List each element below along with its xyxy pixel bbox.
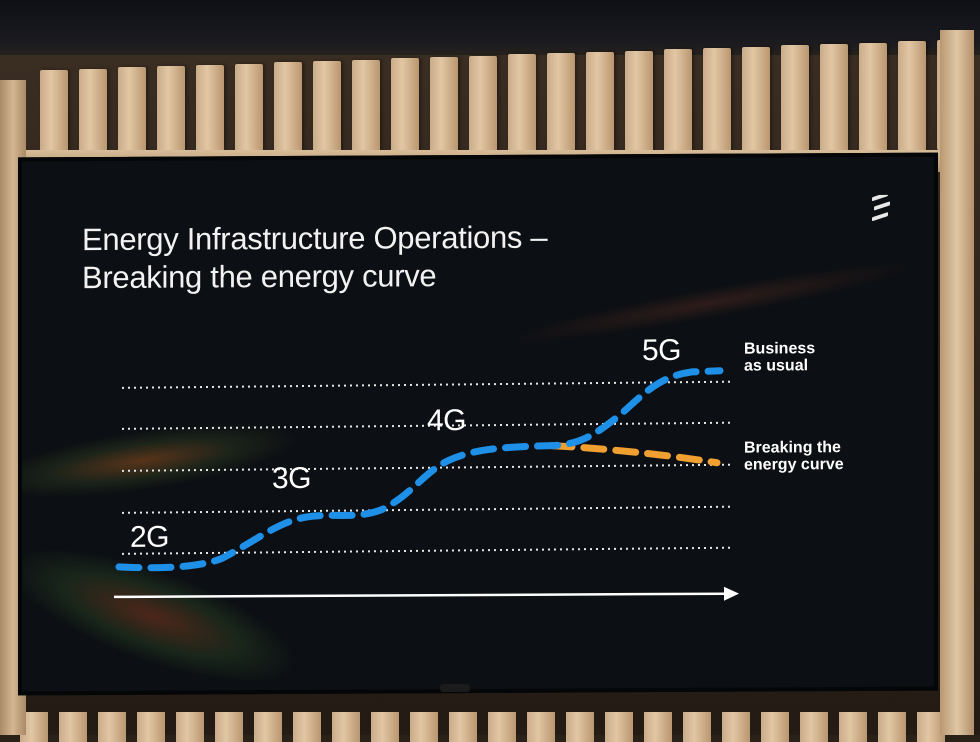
- presentation-screen: Energy Infrastructure Operations – Break…: [18, 152, 938, 696]
- energy-chart: [114, 367, 739, 601]
- ceiling: [0, 0, 980, 60]
- legend-breaking-line2: energy curve: [744, 456, 844, 474]
- grid-lines: [121, 380, 735, 555]
- wood-slat: [488, 712, 516, 742]
- wood-slat: [859, 42, 887, 153]
- wood-slat: [215, 712, 243, 742]
- wood-slat: [98, 712, 126, 742]
- grid-line: [121, 380, 735, 389]
- legend-business-as-usual: Business as usual: [744, 340, 815, 374]
- stage-label-2g: 2G: [130, 520, 170, 554]
- grid-line: [121, 505, 735, 514]
- stage-label-4g: 4G: [427, 404, 467, 438]
- legend-business-line2: as usual: [744, 357, 809, 375]
- wood-slat: [586, 51, 614, 162]
- wood-slat: [371, 712, 399, 742]
- grid-line: [121, 421, 735, 430]
- wood-slat: [430, 57, 458, 167]
- wood-slat: [761, 712, 789, 742]
- wood-slat: [449, 712, 477, 742]
- screen-stand: [440, 684, 470, 692]
- wood-slat: [878, 712, 906, 742]
- legend-breaking-line1: Breaking the: [744, 439, 841, 457]
- grid-line: [121, 463, 735, 472]
- legend-business-line1: Business: [744, 340, 816, 358]
- wood-slat: [59, 712, 87, 742]
- wood-slat: [391, 58, 419, 169]
- wood-slat: [254, 712, 282, 742]
- wood-slat: [293, 712, 321, 742]
- wood-slat: [839, 712, 867, 742]
- series-business-as-usual-line: [115, 367, 724, 572]
- wood-slat: [664, 49, 692, 160]
- wood-slat: [820, 44, 848, 154]
- wood-slat: [703, 47, 731, 158]
- wood-slat: [683, 712, 711, 742]
- wood-post-right: [940, 30, 974, 735]
- x-axis-arrow-line: [114, 592, 727, 599]
- ericsson-logo-icon: [872, 194, 890, 222]
- wood-slat: [332, 712, 360, 742]
- wood-slat: [625, 50, 653, 161]
- wood-slat: [566, 712, 594, 742]
- legend-breaking-the-energy-curve: Breaking the energy curve: [744, 439, 844, 474]
- wood-slat: [800, 712, 828, 742]
- wood-slat: [547, 53, 575, 164]
- wood-slat: [781, 45, 809, 156]
- wood-slat: [742, 46, 770, 157]
- x-axis-arrow-head: [724, 586, 739, 601]
- wood-slat: [176, 712, 204, 742]
- stage-label-3g: 3G: [272, 461, 312, 496]
- wood-slat: [898, 41, 926, 152]
- wood-slat: [508, 54, 536, 165]
- wood-slat: [410, 712, 438, 742]
- wood-slat: [644, 712, 672, 742]
- stage-label-5g: 5G: [642, 333, 682, 368]
- grid-line: [121, 546, 735, 555]
- wood-slat: [605, 712, 633, 742]
- wood-slat: [527, 712, 555, 742]
- wood-slat: [137, 712, 165, 742]
- series-breaking-the-energy-curve-line: [548, 442, 721, 467]
- wood-slat: [469, 55, 497, 166]
- wood-slat: [722, 712, 750, 742]
